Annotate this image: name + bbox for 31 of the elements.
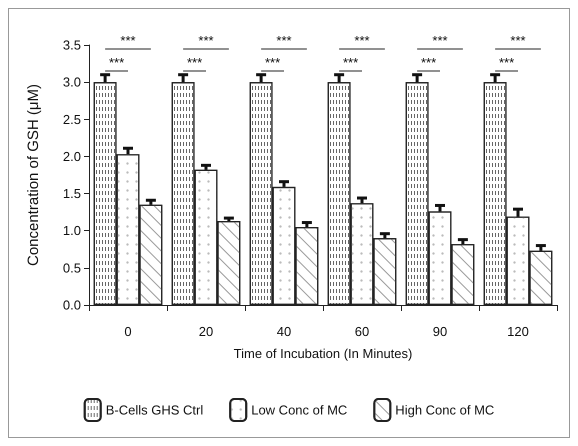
annotation: *** <box>432 33 448 48</box>
annotation: *** <box>264 55 280 70</box>
annotation: *** <box>342 55 358 70</box>
annotation: *** <box>498 55 514 70</box>
x-tick-label: 90 <box>432 324 448 339</box>
annotation: *** <box>420 55 436 70</box>
x-tick-label: 60 <box>354 324 370 339</box>
x-tick-label: 0 <box>124 324 132 339</box>
y-tick-label: 1.5 <box>62 186 81 202</box>
x-tick-label: 40 <box>276 324 292 339</box>
legend-label: Low Conc of MC <box>251 402 348 418</box>
y-tick-label: 0.5 <box>62 260 81 276</box>
x-tick-label: 20 <box>198 324 214 339</box>
x-tick-label: 120 <box>507 324 529 339</box>
annotation: *** <box>186 55 202 70</box>
y-tick-label: 2.0 <box>62 148 81 164</box>
y-tick-label: 3.5 <box>62 38 81 52</box>
y-tick-label: 0.0 <box>62 298 81 312</box>
y-tick-label: 3.0 <box>62 74 81 90</box>
annotation: *** <box>108 55 124 70</box>
annotation: *** <box>510 33 526 48</box>
y-axis-title: Concentration of GSH (μM) <box>25 84 42 266</box>
annotation: *** <box>120 33 136 48</box>
legend-label: B-Cells GHS Ctrl <box>106 402 204 418</box>
annotation: *** <box>276 33 292 48</box>
annotation: *** <box>354 33 370 48</box>
y-tick-label: 1.0 <box>62 223 81 238</box>
annotation: *** <box>198 33 214 48</box>
y-tick-label: 2.5 <box>62 112 81 127</box>
legend-label: High Conc of MC <box>395 402 494 418</box>
x-axis-title: Time of Incubation (In Minutes) <box>234 346 412 361</box>
